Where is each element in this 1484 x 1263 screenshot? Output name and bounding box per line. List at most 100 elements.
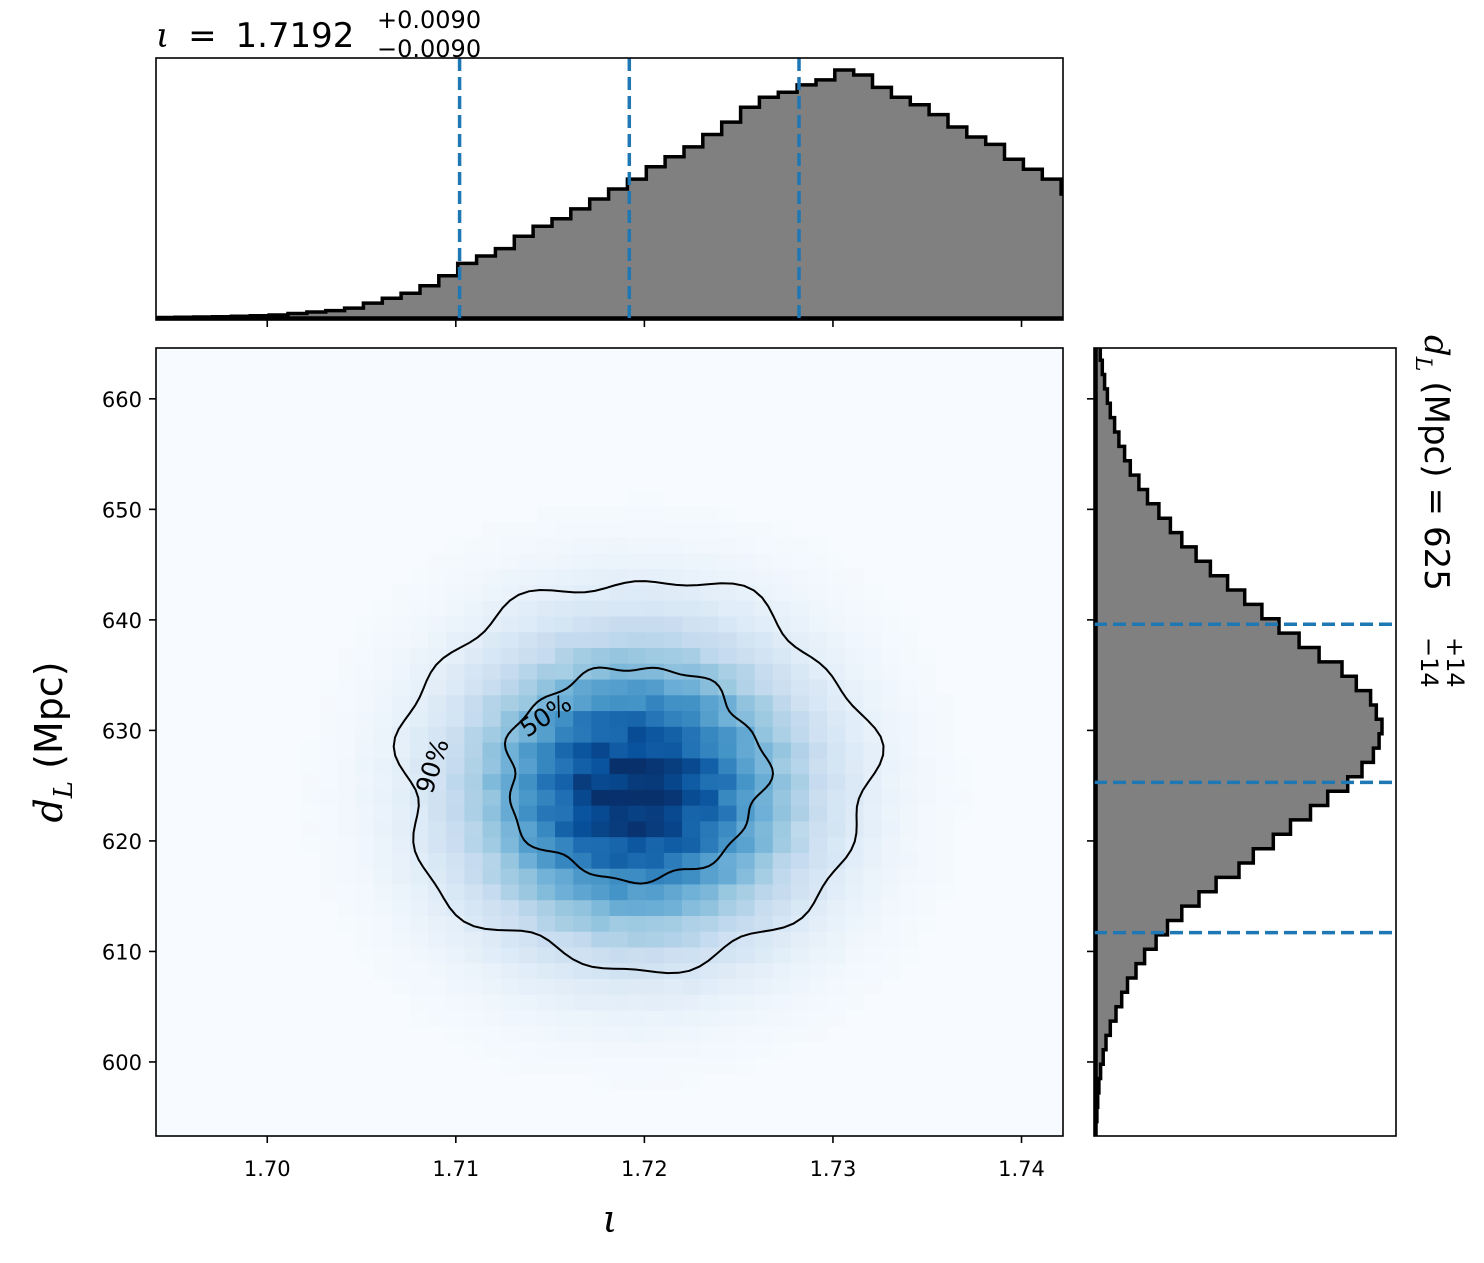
density-cell [555,899,574,916]
density-cell [718,647,738,664]
density-cell [645,678,665,696]
density-cell [790,789,810,806]
density-cell [355,805,375,822]
density-cell [809,931,828,948]
density-cell [809,852,828,869]
density-cell [790,710,810,727]
density-cell [827,962,846,979]
density-cell [536,757,556,775]
density-cell [718,742,738,759]
density-cell [536,1041,556,1058]
density-cell [482,584,502,601]
density-cell [446,789,465,806]
density-cell [645,1025,665,1043]
svg-text:dL(Mpc): dL (Mpc) [27,661,79,822]
density-cell [899,883,919,901]
density-cell [881,805,901,822]
density-cell [446,631,465,649]
y-axis-label: dL (Mpc) [27,661,79,822]
density-cell [936,710,955,727]
density-cell [790,805,810,822]
density-cell [446,962,465,979]
density-cell [700,868,719,885]
density-cell [464,1009,484,1027]
density-cell [899,946,919,964]
density-cell [736,962,756,979]
density-cell [464,1025,484,1043]
density-cell [899,805,919,822]
density-cell [409,899,429,916]
density-cell [536,537,556,554]
density-cell [409,678,429,696]
density-cell [373,773,393,790]
density-cell [446,805,465,822]
density-cell [500,1041,520,1058]
density-cell [573,915,592,932]
density-cell [627,852,647,869]
density-cell [682,678,701,696]
density-cell [355,836,375,853]
density-cell [518,521,538,538]
density-cell [754,946,774,964]
density-cell [518,805,538,822]
density-cell [645,1009,665,1027]
density-cell [555,931,574,948]
density-cell [917,868,937,885]
density-cell [682,584,701,601]
density-cell [536,978,556,995]
density-cell [428,678,447,696]
density-cell [954,757,973,775]
density-cell [645,663,665,680]
density-cell [573,820,592,838]
density-cell [790,742,810,759]
density-cell [482,789,502,806]
density-cell [627,820,647,838]
density-cell [663,820,683,838]
density-cell [482,694,502,712]
density-cell [663,521,683,538]
density-cell [645,868,665,885]
density-cell [881,946,901,964]
density-cell [428,726,447,743]
density-cell [428,663,447,680]
density-cell [373,615,393,633]
density-cell [809,1025,828,1043]
density-cell [682,852,701,869]
density-cell [809,978,828,995]
density-cell [373,757,393,775]
density-cell [446,742,465,759]
density-cell [337,852,357,869]
density-cell [573,537,592,554]
density-cell [482,946,502,964]
density-cell [518,710,538,727]
density-cell [718,1025,738,1043]
y-tick-label: 600 [102,1051,142,1075]
density-cell [845,631,865,649]
density-cell [790,852,810,869]
density-cell [555,1041,574,1058]
density-cell [428,742,447,759]
density-cell [754,836,774,853]
right-title-lower: −14 [1415,637,1443,688]
density-cell [772,647,792,664]
density-cell [482,647,502,664]
density-cell [899,647,919,664]
density-cell [373,600,393,617]
density-cell [682,1072,701,1090]
density-cell [917,805,937,822]
density-cell [409,931,429,948]
density-cell [500,694,520,712]
density-cell [301,773,320,790]
density-cell [809,537,828,554]
density-cell [917,915,937,932]
density-cell [482,915,502,932]
density-cell [718,789,738,806]
density-cell [682,710,701,727]
right-title-equals: = [1416,488,1456,517]
density-cell [373,631,393,649]
density-cell [609,946,629,964]
density-cell [391,789,411,806]
density-cell [645,789,665,806]
density-cell [319,820,338,838]
density-cell [609,773,629,790]
